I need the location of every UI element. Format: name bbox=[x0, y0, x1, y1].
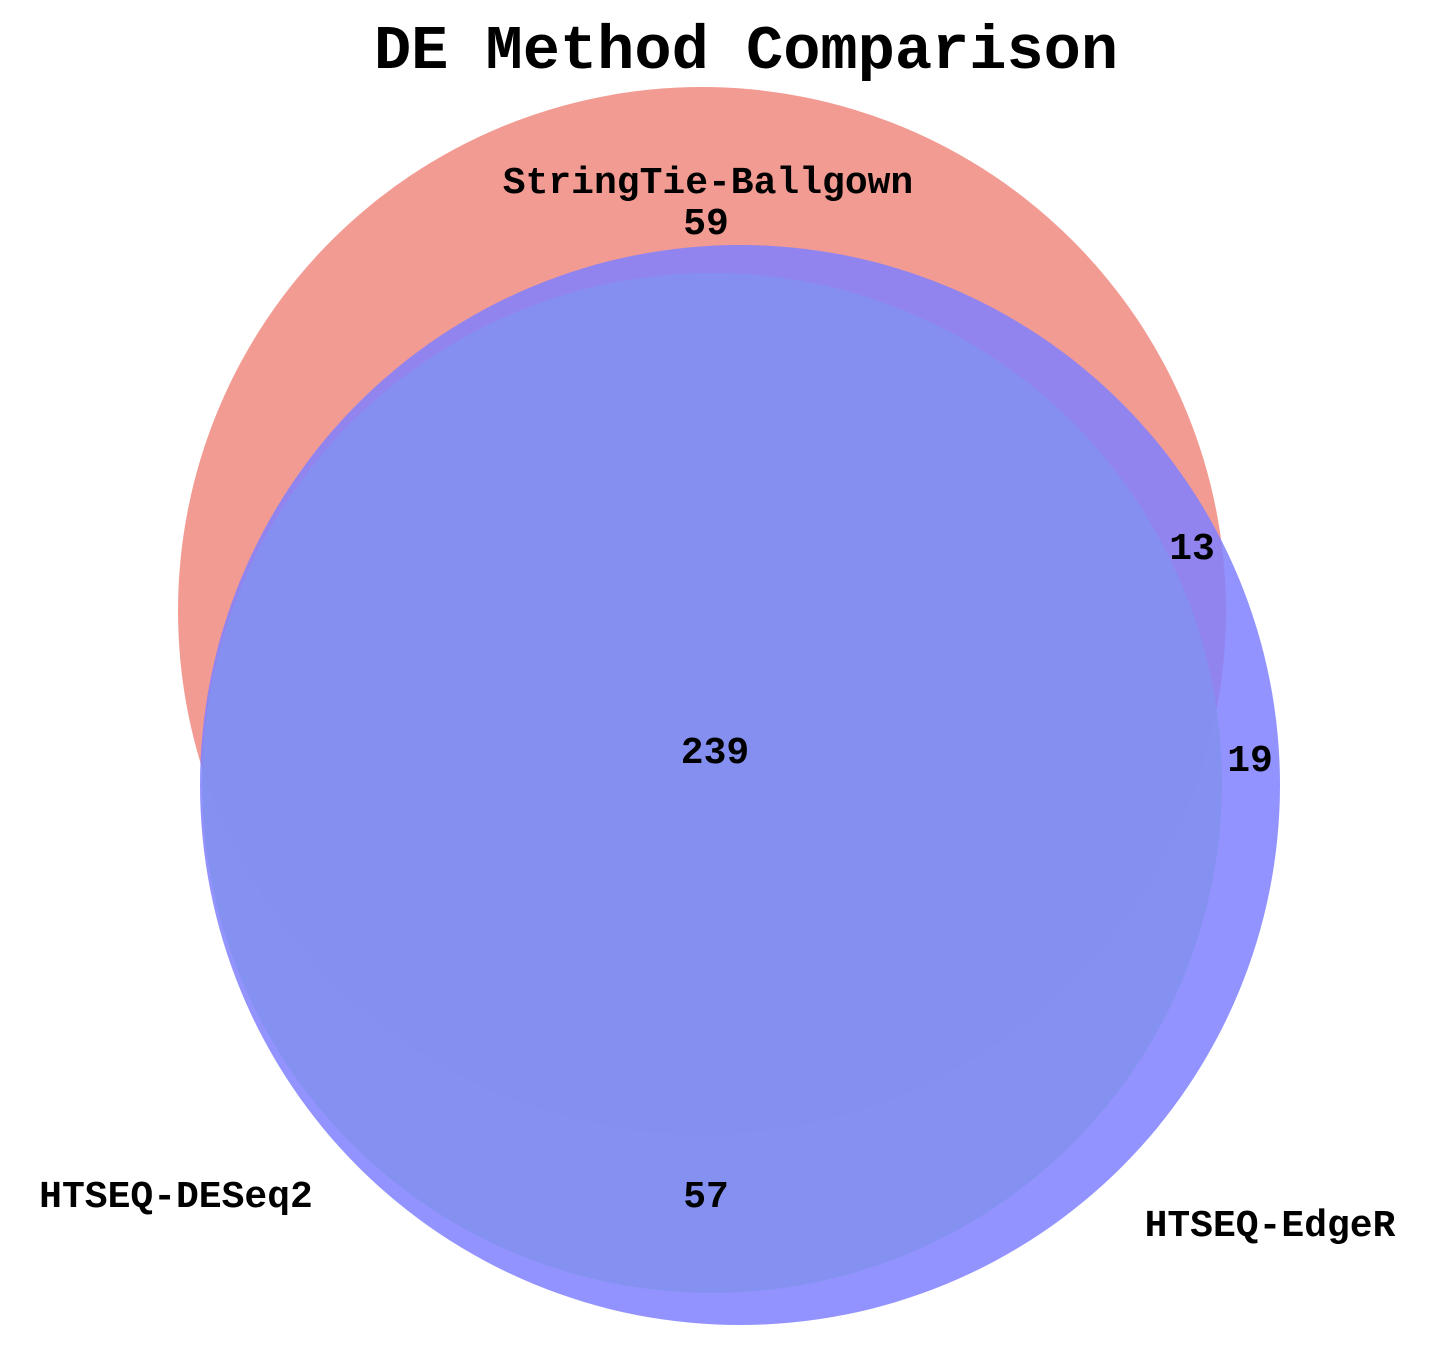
circle-htseq-edger bbox=[200, 245, 1280, 1325]
chart-title: DE Method Comparison bbox=[374, 16, 1118, 87]
region-count-ballgown-edger: 13 bbox=[1169, 528, 1215, 571]
region-count-ballgown-only: 59 bbox=[683, 203, 729, 246]
set-label-stringtie-ballgown: StringTie-Ballgown bbox=[503, 162, 913, 205]
venn-circles bbox=[178, 87, 1280, 1325]
set-label-htseq-edger: HTSEQ-EdgeR bbox=[1145, 1205, 1396, 1248]
region-count-edger-only: 19 bbox=[1227, 740, 1273, 783]
set-label-htseq-deseq2: HTSEQ-DESeq2 bbox=[39, 1176, 313, 1219]
region-count-all-three: 239 bbox=[681, 732, 749, 775]
region-count-deseq2-edger: 57 bbox=[683, 1176, 729, 1219]
